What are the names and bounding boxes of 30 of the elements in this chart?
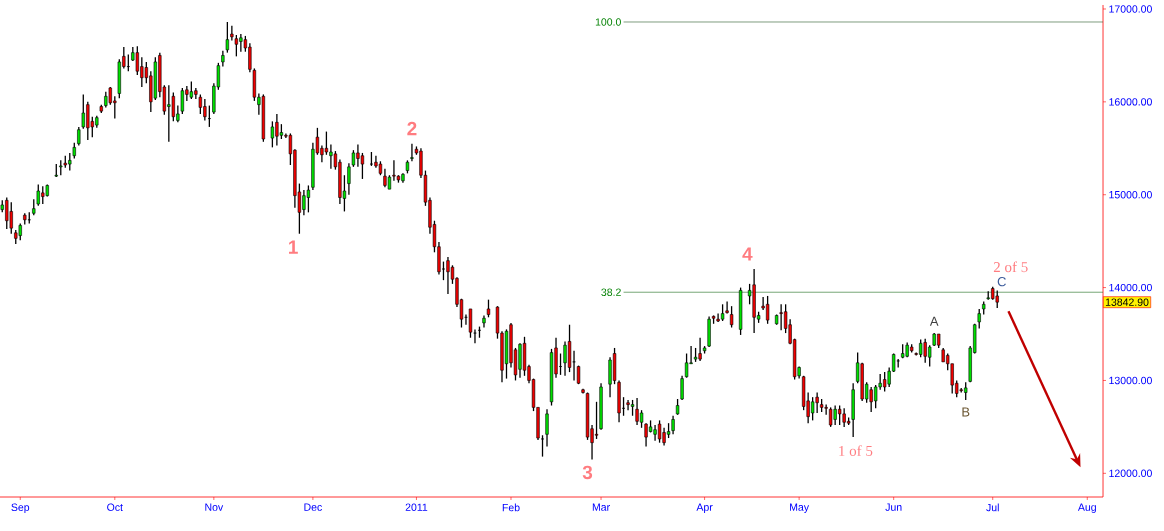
annotation: A (929, 316, 939, 326)
annotation: 38.2 (601, 288, 621, 296)
annotation: 2 (407, 121, 417, 136)
annotation: C (997, 277, 1006, 287)
text: 13842.90 (1105, 298, 1149, 306)
x-tick-label: Nov (205, 503, 224, 511)
x-tick-label: Mar (592, 503, 610, 511)
x-tick-label: Sep (11, 503, 30, 514)
y-tick-label: 16000.00 (1109, 98, 1152, 106)
annotation: 4 (742, 247, 753, 261)
annotation: B (962, 407, 970, 417)
y-tick-label: 15000.00 (1109, 191, 1152, 199)
x-tick-label: Feb (502, 503, 520, 512)
x-tick-label: Jun (885, 503, 902, 511)
y-tick-label: 13000.00 (1109, 376, 1152, 385)
x-tick-label: Apr (696, 503, 713, 513)
x-tick-label: Jul (986, 503, 999, 512)
y-tick-label: 14000.00 (1109, 283, 1152, 292)
x-tick-label: Dec (304, 503, 322, 511)
x-tick-label: Oct (107, 503, 123, 511)
y-tick-label: 17000.00 (1109, 5, 1152, 13)
x-tick-label: 2011 (405, 503, 428, 511)
annotation: 2 of 5 (993, 261, 1028, 273)
y-tick-label: 12000.00 (1109, 469, 1152, 478)
annotation: 1 of 5 (839, 445, 873, 456)
x-tick-label: May (790, 503, 810, 513)
annotation: 1 (289, 240, 298, 254)
annotation: 100.0 (595, 18, 621, 26)
annotation: 3 (582, 465, 593, 480)
x-tick-label: Aug (1077, 503, 1096, 513)
